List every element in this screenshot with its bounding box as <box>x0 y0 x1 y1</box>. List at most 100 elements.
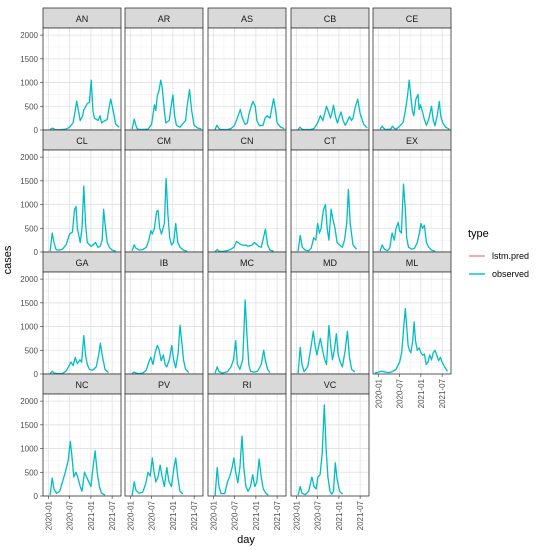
facet-ct: CT <box>290 129 370 253</box>
facet-strip-label: MD <box>323 258 337 268</box>
panel-background <box>125 28 203 130</box>
y-tick-label: 0 <box>34 248 39 257</box>
x-tick-label: 2020-01 <box>292 500 301 530</box>
grid-lines <box>43 394 121 497</box>
panel-background <box>373 28 451 130</box>
facet-strip-label: ML <box>406 258 419 268</box>
panel-background <box>291 272 369 374</box>
facet-strip-label: NC <box>76 380 89 390</box>
y-tick-label: 1500 <box>20 177 38 186</box>
x-tick-label: 2021-01 <box>417 378 426 408</box>
facet-strip-label: AS <box>241 14 253 24</box>
x-axis-col-4: 2020-01 2020-07 2021-01 2021-07 <box>292 496 365 530</box>
x-tick-label: 2020-07 <box>396 378 405 408</box>
facet-strip-label: CB <box>324 14 337 24</box>
y-tick-label: 1000 <box>20 445 38 454</box>
x-tick-label: 2020-07 <box>148 500 157 530</box>
facet-strip-label: MC <box>240 258 254 268</box>
y-tick-label: 500 <box>25 224 39 233</box>
series-observed-line <box>131 79 202 131</box>
series-observed-line <box>49 440 106 496</box>
series-observed-line <box>214 299 271 374</box>
y-tick-label: 0 <box>34 126 39 135</box>
x-tick-label: 2021-07 <box>108 500 117 530</box>
panel-background <box>373 150 451 252</box>
x-axis-col-2: 2020-01 2020-07 2021-01 2021-07 <box>126 496 199 530</box>
facet-strip-label: GA <box>75 258 88 268</box>
series-observed-line <box>49 334 110 375</box>
y-tick-label: 500 <box>25 468 39 477</box>
y-tick-label: 1500 <box>20 55 38 64</box>
y-tick-label: 2000 <box>20 31 38 40</box>
x-tick-label: 2021-07 <box>273 500 282 530</box>
panel-border <box>124 393 204 497</box>
y-tick-label: 0 <box>34 492 39 501</box>
facet-strip-label: CE <box>406 14 419 24</box>
facet-strip-label: CL <box>76 136 88 146</box>
facet-ib: IB <box>124 251 204 375</box>
facet-strip-label: CT <box>324 136 336 146</box>
y-tick-label: 500 <box>25 346 39 355</box>
grid-lines <box>291 394 369 497</box>
x-tick-label: 2020-07 <box>314 500 323 530</box>
series-observed-line <box>131 324 190 375</box>
y-tick-label: 2000 <box>20 397 38 406</box>
panel-border <box>207 393 287 497</box>
panel-background <box>43 28 121 130</box>
legend-title: type <box>468 228 489 240</box>
facet-mc: MC <box>207 251 287 375</box>
facet-strip-label: AN <box>76 14 89 24</box>
series-observed-line <box>374 307 449 374</box>
series-observed-line <box>379 183 436 252</box>
facet-strip-label: EX <box>406 136 418 146</box>
panel-background <box>208 394 286 496</box>
series-observed-line <box>297 324 356 374</box>
y-tick-label: 1000 <box>20 201 38 210</box>
x-axis-col-3: 2020-01 2020-07 2021-01 2021-07 <box>209 496 282 530</box>
series-observed-line <box>49 185 116 252</box>
facet-strip-label: AR <box>158 14 171 24</box>
facet-strip-label: CN <box>241 136 254 146</box>
grid-lines <box>208 150 286 253</box>
facet-ri: RI <box>207 373 287 497</box>
facet-ce: CE <box>372 7 452 131</box>
grid-lines <box>125 150 203 253</box>
panel-border <box>372 271 452 375</box>
facet-panels: AN 0 500 1000 1500 2000 AR AS CB CE CL 0 500 1000 1500… <box>20 7 452 530</box>
facet-ex: EX <box>372 129 452 253</box>
panel-background <box>208 150 286 252</box>
x-tick-label: 2020-01 <box>126 500 135 530</box>
x-tick-label: 2020-01 <box>44 500 53 530</box>
series-observed-line <box>214 435 269 496</box>
facet-md: MD <box>290 251 370 375</box>
x-tick-label: 2021-01 <box>335 500 344 530</box>
facet-strip-label: CM <box>157 136 171 146</box>
x-tick-label: 2021-01 <box>169 500 178 530</box>
panel-background <box>43 150 121 252</box>
facet-strip-label: IB <box>160 258 169 268</box>
x-axis-title: day <box>237 534 255 546</box>
series-observed-line <box>297 98 368 131</box>
facet-as: AS <box>207 7 287 131</box>
facet-strip-label: VC <box>324 380 337 390</box>
facet-pv: PV <box>124 373 204 497</box>
facet-an: AN 0 500 1000 1500 2000 <box>20 7 122 135</box>
grid-lines <box>43 150 121 253</box>
panel-background <box>291 150 369 252</box>
facet-nc: NC 0 500 1000 1500 2000 <box>20 373 122 501</box>
y-axis-title: cases <box>2 245 14 274</box>
facet-cn: CN <box>207 129 287 253</box>
x-tick-label: 2020-07 <box>66 500 75 530</box>
series-observed-line <box>214 98 285 131</box>
panel-background <box>291 28 369 130</box>
y-tick-label: 1500 <box>20 421 38 430</box>
series-observed-line <box>379 79 450 131</box>
series-observed-line <box>49 79 120 131</box>
facet-ga: GA 0 500 1000 1500 2000 <box>20 251 122 379</box>
y-tick-label: 1500 <box>20 299 38 308</box>
x-tick-label: 2020-01 <box>209 500 218 530</box>
panel-background <box>125 150 203 252</box>
facet-ml: ML <box>372 251 452 375</box>
x-tick-label: 2021-01 <box>87 500 96 530</box>
